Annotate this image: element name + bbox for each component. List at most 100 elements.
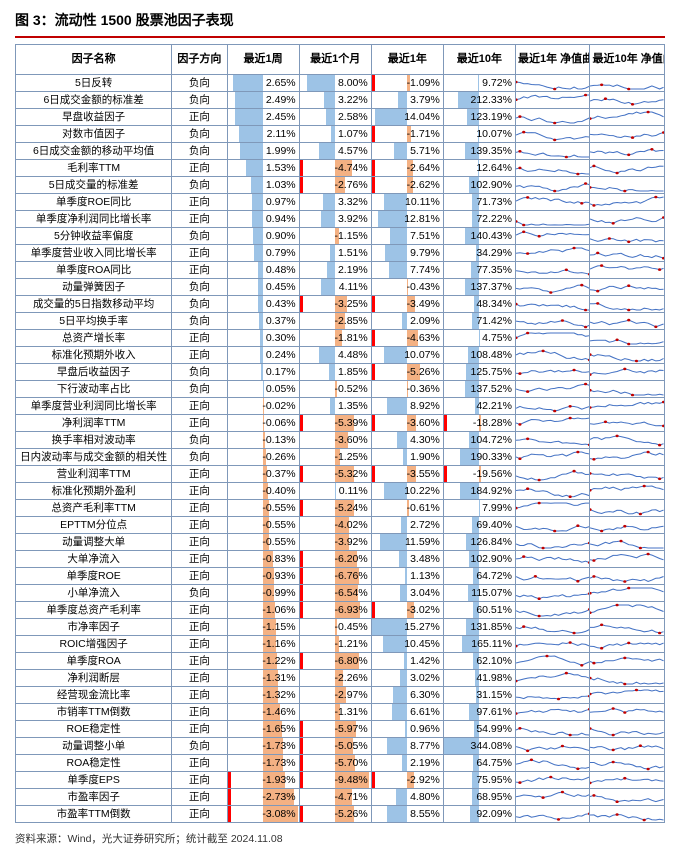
pct-1y: 5.71% — [371, 143, 443, 160]
table-row: 标准化预期外盈利 正向 -0.40% 0.11% 10.22% 184.92% — [16, 483, 665, 500]
sparkline-10y — [590, 228, 665, 245]
sparkline-10y — [590, 755, 665, 772]
sparkline-1y — [515, 789, 590, 806]
sparkline-10y — [590, 364, 665, 381]
factor-direction: 正向 — [172, 636, 227, 653]
sparkline-1y — [515, 364, 590, 381]
pct-1w: 2.45% — [227, 109, 299, 126]
pct-1y: 10.11% — [371, 194, 443, 211]
pct-1y: -4.63% — [371, 330, 443, 347]
pct-1y: 8.77% — [371, 738, 443, 755]
pct-1m: -5.70% — [299, 755, 371, 772]
sparkline-1y — [515, 432, 590, 449]
sparkline-10y — [590, 381, 665, 398]
pct-1m: -6.76% — [299, 568, 371, 585]
table-row: 毛利率TTM 正向 1.53% -4.74% -2.64% 12.64% — [16, 160, 665, 177]
factor-direction: 正向 — [172, 772, 227, 789]
sparkline-1y — [515, 228, 590, 245]
factor-name: 对数市值因子 — [16, 126, 172, 143]
pct-1y: 3.02% — [371, 670, 443, 687]
pct-10y: 108.48% — [443, 347, 515, 364]
factor-name: 5分钟收益率偏度 — [16, 228, 172, 245]
sparkline-1y — [515, 551, 590, 568]
sparkline-10y — [590, 347, 665, 364]
pct-10y: 62.10% — [443, 653, 515, 670]
pct-1y: 7.74% — [371, 262, 443, 279]
factor-name: 早盘后收益因子 — [16, 364, 172, 381]
factor-name: 单季度净利润同比增长率 — [16, 211, 172, 228]
sparkline-1y — [515, 517, 590, 534]
sparkline-10y — [590, 432, 665, 449]
pct-1y: -0.61% — [371, 500, 443, 517]
table-row: 大单净流入 正向 -0.83% -6.20% 3.48% 102.90% — [16, 551, 665, 568]
sparkline-10y — [590, 789, 665, 806]
pct-1y: 6.61% — [371, 704, 443, 721]
factor-direction: 正向 — [172, 619, 227, 636]
sparkline-10y — [590, 670, 665, 687]
pct-1w: -2.73% — [227, 789, 299, 806]
factor-name: 5日成交量的标准差 — [16, 177, 172, 194]
sparkline-1y — [515, 398, 590, 415]
sparkline-10y — [590, 398, 665, 415]
factor-name: 下行波动率占比 — [16, 381, 172, 398]
pct-1w: -0.55% — [227, 517, 299, 534]
sparkline-10y — [590, 330, 665, 347]
sparkline-10y — [590, 279, 665, 296]
sparkline-10y — [590, 313, 665, 330]
pct-1w: -1.15% — [227, 619, 299, 636]
pct-10y: 31.15% — [443, 687, 515, 704]
pct-1m: -5.05% — [299, 738, 371, 755]
pct-1m: -6.80% — [299, 653, 371, 670]
pct-1y: 4.80% — [371, 789, 443, 806]
pct-10y: 72.22% — [443, 211, 515, 228]
pct-10y: 10.07% — [443, 126, 515, 143]
factor-name: 小单净流入 — [16, 585, 172, 602]
factor-table: 因子名称 因子方向 最近1周 最近1个月 最近1年 最近10年 最近1年 净值曲… — [15, 44, 665, 823]
sparkline-10y — [590, 211, 665, 228]
factor-name: 市销率TTM倒数 — [16, 704, 172, 721]
table-row: 市盈率因子 正向 -2.73% -4.71% 4.80% 68.95% — [16, 789, 665, 806]
factor-name: 市盈率因子 — [16, 789, 172, 806]
sparkline-10y — [590, 568, 665, 585]
factor-direction: 正向 — [172, 160, 227, 177]
pct-1m: -1.15% — [299, 228, 371, 245]
sparkline-10y — [590, 517, 665, 534]
factor-direction: 负向 — [172, 143, 227, 160]
pct-1w: -1.93% — [227, 772, 299, 789]
sparkline-10y — [590, 262, 665, 279]
sparkline-10y — [590, 636, 665, 653]
factor-name: 换手率相对波动率 — [16, 432, 172, 449]
sparkline-1y — [515, 738, 590, 755]
pct-1y: 8.92% — [371, 398, 443, 415]
table-row: 单季度净利润同比增长率 正向 0.94% 3.92% 12.81% 72.22% — [16, 211, 665, 228]
pct-1m: 4.11% — [299, 279, 371, 296]
factor-name: 5日平均换手率 — [16, 313, 172, 330]
factor-name: 日内波动率与成交金额的相关性 — [16, 449, 172, 466]
pct-10y: 184.92% — [443, 483, 515, 500]
sparkline-10y — [590, 466, 665, 483]
pct-1y: -2.64% — [371, 160, 443, 177]
sparkline-1y — [515, 194, 590, 211]
table-row: 市盈率TTM倒数 正向 -3.08% -5.26% 8.55% 92.09% — [16, 806, 665, 823]
pct-1m: -3.25% — [299, 296, 371, 313]
pct-1y: 14.04% — [371, 109, 443, 126]
pct-1w: 0.43% — [227, 296, 299, 313]
table-row: 总资产增长率 正向 0.30% -1.81% -4.63% 4.75% — [16, 330, 665, 347]
col-name: 因子名称 — [16, 45, 172, 75]
sparkline-1y — [515, 500, 590, 517]
factor-name: 净利润断层 — [16, 670, 172, 687]
factor-name: ROE稳定性 — [16, 721, 172, 738]
table-row: EPTTM分位点 正向 -0.55% -4.02% 2.72% 69.40% — [16, 517, 665, 534]
factor-name: 单季度营业收入同比增长率 — [16, 245, 172, 262]
pct-1m: -1.31% — [299, 704, 371, 721]
pct-1y: 7.51% — [371, 228, 443, 245]
pct-1m: 2.58% — [299, 109, 371, 126]
table-row: 市净率因子 正向 -1.15% -0.45% 15.27% 131.85% — [16, 619, 665, 636]
factor-name: 单季度ROE同比 — [16, 194, 172, 211]
pct-1w: -1.73% — [227, 755, 299, 772]
factor-name: 早盘收益因子 — [16, 109, 172, 126]
factor-direction: 正向 — [172, 602, 227, 619]
pct-1w: 2.65% — [227, 75, 299, 92]
sparkline-10y — [590, 177, 665, 194]
pct-10y: 77.35% — [443, 262, 515, 279]
